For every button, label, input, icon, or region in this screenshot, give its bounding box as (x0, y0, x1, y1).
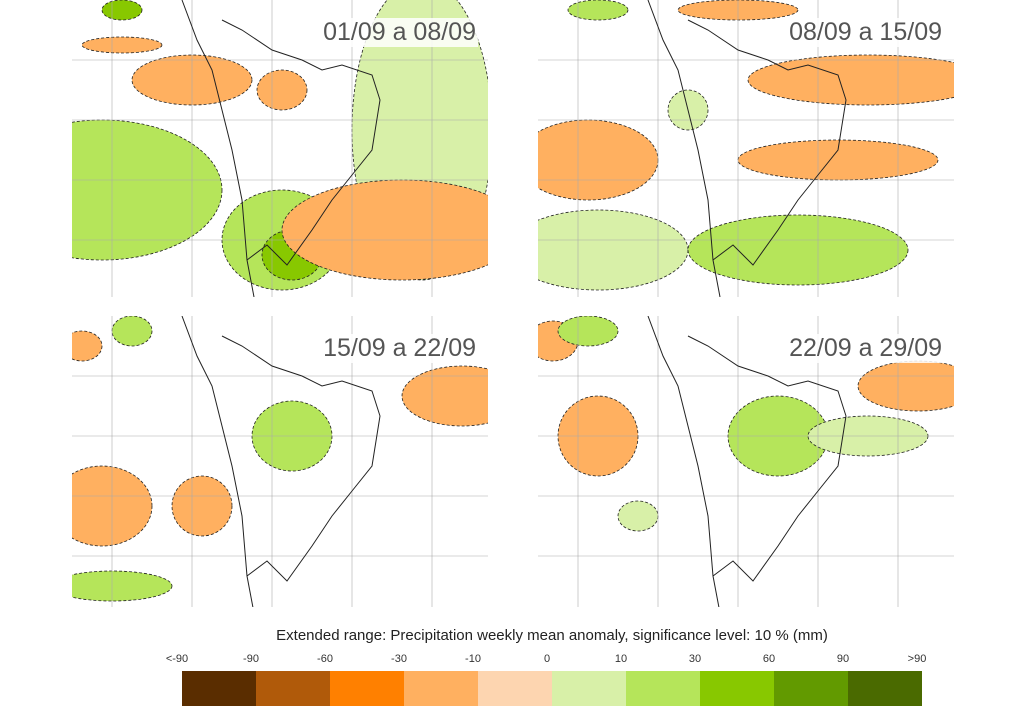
map (538, 316, 954, 607)
legend-tick: -60 (317, 653, 333, 665)
map-panel-2: 08/09 a 15/09 (538, 0, 954, 297)
legend-tick: 30 (688, 653, 702, 665)
legend-tick: 10 (614, 653, 628, 665)
period-label: 22/09 a 29/09 (787, 334, 944, 363)
map (538, 0, 954, 297)
legend-swatch (404, 671, 478, 706)
legend-swatch (552, 671, 626, 706)
legend-swatch (626, 671, 700, 706)
anomaly-region (101, 0, 143, 21)
anomaly-region (72, 119, 223, 261)
legend-tick: <-90 (165, 653, 189, 665)
anomaly-region (538, 209, 689, 291)
legend-tick: -90 (243, 653, 259, 665)
map-panel-1: 01/09 a 08/09 (72, 0, 488, 297)
legend-tick: 90 (836, 653, 850, 665)
map (72, 0, 488, 297)
period-label: 15/09 a 22/09 (321, 334, 478, 363)
anomaly-region (72, 330, 103, 362)
legend-swatch (182, 671, 256, 706)
anomaly-region (81, 36, 163, 54)
legend-swatch (848, 671, 922, 706)
coastline (181, 0, 381, 297)
anomaly-region (737, 139, 939, 181)
anomaly-region (111, 316, 153, 347)
map-panel-3: 15/09 a 22/09 (72, 316, 488, 613)
map-panel-4: 22/09 a 29/09 (538, 316, 954, 613)
anomaly-region (72, 570, 173, 602)
coastline (647, 316, 847, 607)
period-label: 01/09 a 08/09 (321, 18, 478, 47)
legend-swatch (256, 671, 330, 706)
map (72, 316, 488, 607)
legend-colorbar (182, 671, 922, 706)
legend-tick: -10 (465, 653, 481, 665)
legend-title: Extended range: Precipitation weekly mea… (276, 627, 828, 644)
anomaly-region (567, 0, 629, 21)
legend-tick: >90 (907, 653, 927, 665)
legend-swatch (330, 671, 404, 706)
legend-swatch (478, 671, 552, 706)
legend-swatch (774, 671, 848, 706)
anomaly-region (401, 365, 488, 427)
legend-tick: 0 (543, 653, 551, 665)
anomaly-region (617, 500, 659, 532)
legend-tick: -30 (391, 653, 407, 665)
anomaly-region (687, 214, 909, 286)
coastline (647, 0, 847, 297)
legend-swatch (700, 671, 774, 706)
anomaly-region (857, 360, 954, 412)
anomaly-region (538, 119, 659, 201)
period-label: 08/09 a 15/09 (787, 18, 944, 47)
anomaly-region (557, 316, 619, 347)
coastline (181, 316, 381, 607)
anomaly-region (747, 54, 954, 106)
anomaly-region (171, 475, 233, 537)
legend-tick: 60 (762, 653, 776, 665)
anomaly-region (256, 69, 308, 111)
